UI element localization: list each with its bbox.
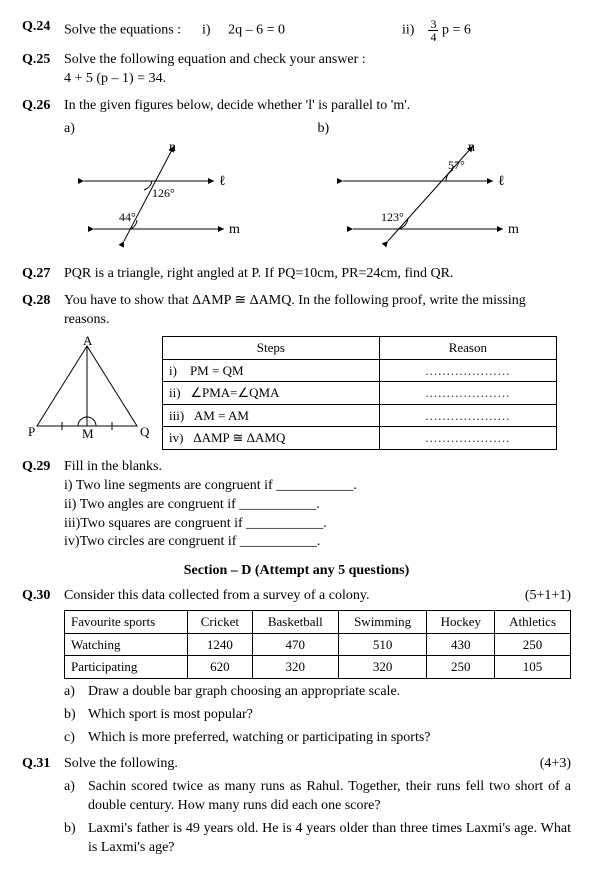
q26-fig-b: b) ℓ m n 57° 123° xyxy=(318,120,572,258)
q31-num: Q.31 xyxy=(22,755,64,774)
q24-ii-label: ii) xyxy=(402,23,414,38)
q29: Q.29 Fill in the blanks. i) Two line seg… xyxy=(22,458,571,552)
q26-text: In the given figures below, decide wheth… xyxy=(64,97,571,116)
q30-data-table: Favourite sports Cricket Basketball Swim… xyxy=(64,610,571,679)
q31-marks: (4+3) xyxy=(540,755,571,774)
q27-num: Q.27 xyxy=(22,265,64,284)
q26: Q.26 In the given figures below, decide … xyxy=(22,97,571,258)
q29-text: Fill in the blanks. xyxy=(64,458,571,477)
q25-text: Solve the following equation and check y… xyxy=(64,51,571,70)
svg-text:m: m xyxy=(508,222,519,237)
q24-ii-rest: p = 6 xyxy=(442,23,471,38)
q24: Q.24 Solve the equations : i) 2q – 6 = 0… xyxy=(22,18,571,43)
q25: Q.25 Solve the following equation and ch… xyxy=(22,51,571,89)
q28-fig: A P M Q xyxy=(22,336,162,448)
svg-text:n: n xyxy=(169,141,176,155)
q28-proof-table: Steps Reason i) PM = QM ................… xyxy=(162,336,557,450)
q26-b-label: b) xyxy=(318,120,572,139)
svg-text:ℓ: ℓ xyxy=(219,174,226,189)
q24-i-eq: 2q – 6 = 0 xyxy=(228,23,285,38)
q28-num: Q.28 xyxy=(22,292,64,311)
svg-text:Q: Q xyxy=(140,424,150,439)
section-d-header: Section – D (Attempt any 5 questions) xyxy=(22,562,571,581)
q30-marks: (5+1+1) xyxy=(525,587,571,606)
q26-fig-b-svg: ℓ m n 57° 123° xyxy=(318,141,528,251)
q31-a: Sachin scored twice as many runs as Rahu… xyxy=(88,778,571,816)
q31: Q.31 Solve the following. (4+3) a)Sachin… xyxy=(22,755,571,857)
q30-a: Draw a double bar graph choosing an appr… xyxy=(88,683,400,702)
q24-text: Solve the equations : xyxy=(64,23,181,38)
q26-a-label: a) xyxy=(64,120,318,139)
q30-text: Consider this data collected from a surv… xyxy=(64,588,369,603)
svg-text:126°: 126° xyxy=(152,186,175,200)
svg-text:m: m xyxy=(229,222,240,237)
q28: Q.28 You have to show that ΔAMP ≅ ΔAMQ. … xyxy=(22,292,571,450)
q29-b2: ii) Two angles are congruent if ________… xyxy=(64,496,571,515)
q24-body: Solve the equations : i) 2q – 6 = 0 ii) … xyxy=(64,18,571,43)
q26-fig-a-svg: ℓ m n 126° 44° xyxy=(64,141,264,251)
q24-num: Q.24 xyxy=(22,18,64,37)
q31-b: Laxmi's father is 49 years old. He is 4 … xyxy=(88,820,571,858)
q28-triangle-svg: A P M Q xyxy=(22,336,157,441)
svg-text:A: A xyxy=(83,336,93,348)
q25-eq: 4 + 5 (p – 1) = 34. xyxy=(64,70,571,89)
steps-header: Steps xyxy=(163,337,380,360)
q30-b: Which sport is most popular? xyxy=(88,706,253,725)
q30: Q.30 Consider this data collected from a… xyxy=(22,587,571,747)
svg-text:P: P xyxy=(28,424,35,439)
q29-b1: i) Two line segments are congruent if __… xyxy=(64,477,571,496)
svg-text:M: M xyxy=(82,426,94,441)
svg-text:44°: 44° xyxy=(119,210,136,224)
q30-num: Q.30 xyxy=(22,587,64,606)
svg-text:ℓ: ℓ xyxy=(498,174,505,189)
q29-b3: iii)Two squares are congruent if _______… xyxy=(64,515,571,534)
q24-frac: 34 xyxy=(428,18,438,43)
reason-header: Reason xyxy=(379,337,556,360)
q27: Q.27 PQR is a triangle, right angled at … xyxy=(22,265,571,284)
q31-text: Solve the following. xyxy=(64,756,178,771)
q24-i-label: i) xyxy=(202,23,211,38)
q30-c: Which is more preferred, watching or par… xyxy=(88,729,431,748)
svg-text:n: n xyxy=(468,141,475,155)
svg-text:57°: 57° xyxy=(448,158,465,172)
q26-num: Q.26 xyxy=(22,97,64,116)
q26-fig-a: a) ℓ m n 126° 44° xyxy=(64,120,318,258)
svg-text:123°: 123° xyxy=(381,210,404,224)
q29-num: Q.29 xyxy=(22,458,64,477)
q25-num: Q.25 xyxy=(22,51,64,70)
q28-text: You have to show that ΔAMP ≅ ΔAMQ. In th… xyxy=(64,292,571,330)
q27-text: PQR is a triangle, right angled at P. If… xyxy=(64,265,571,284)
q29-b4: iv)Two circles are congruent if ________… xyxy=(64,533,571,552)
